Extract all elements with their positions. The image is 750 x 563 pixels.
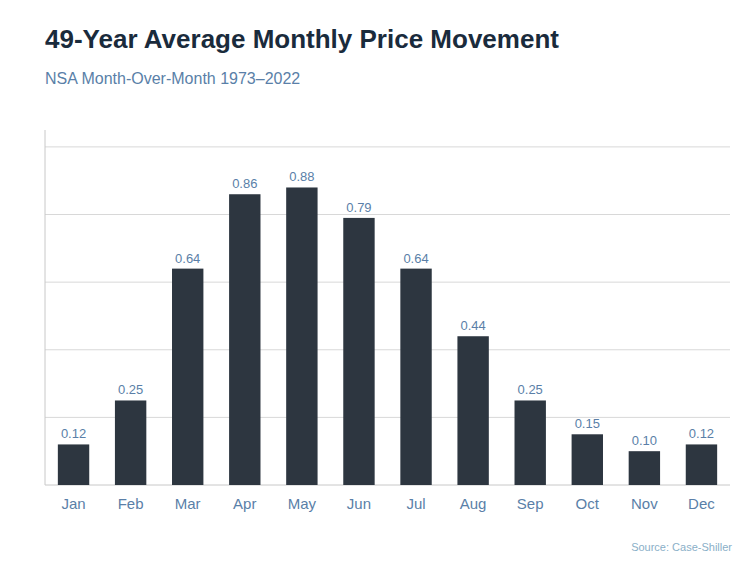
x-tick-label: Apr (233, 495, 256, 512)
data-label: 0.15 (575, 416, 600, 431)
x-tick-label: Sep (517, 495, 544, 512)
bar (686, 444, 717, 485)
grid (45, 147, 730, 417)
x-axis-line (45, 485, 730, 486)
grid-line (45, 214, 730, 215)
x-tick-label: Oct (576, 495, 600, 512)
data-label: 0.12 (61, 426, 86, 441)
bar (115, 400, 146, 485)
bar (286, 187, 317, 485)
data-label: 0.64 (403, 251, 428, 266)
data-label: 0.86 (232, 176, 257, 191)
title: 49-Year Average Monthly Price Movement (45, 24, 559, 54)
bar (457, 336, 488, 485)
subtitle: NSA Month-Over-Month 1973–2022 (45, 70, 300, 87)
bar (172, 269, 203, 485)
bar (58, 444, 89, 485)
grid-line (45, 282, 730, 283)
data-label: 0.10 (632, 433, 657, 448)
bar (515, 400, 546, 485)
x-tick-label: Nov (631, 495, 658, 512)
x-tick-label: Jul (406, 495, 425, 512)
x-tick-label: Mar (175, 495, 201, 512)
bar (343, 218, 374, 485)
data-label: 0.25 (518, 382, 543, 397)
data-label: 0.44 (460, 318, 485, 333)
x-tick-label: Aug (460, 495, 487, 512)
data-labels: 0.12 0.25 0.64 0.86 0.88 0.79 0.64 0.44 0.25 0.15… (61, 169, 714, 448)
bar (400, 269, 431, 485)
data-label: 0.88 (289, 169, 314, 184)
x-tick-label: Feb (118, 495, 144, 512)
chart: 49-Year Average Monthly Price Movement NS… (0, 0, 750, 563)
x-tick-label: Jun (347, 495, 371, 512)
grid-line (45, 146, 730, 147)
x-tick-label: Jan (61, 495, 85, 512)
bar (229, 194, 260, 485)
bar (572, 434, 603, 485)
y-axis-line (45, 130, 46, 485)
x-tick-label: May (288, 495, 317, 512)
x-tick-label: Dec (688, 495, 715, 512)
bar (629, 451, 660, 485)
bars (58, 187, 717, 485)
source: Source: Case-Shiller (631, 541, 732, 553)
x-tick-labels: Jan Feb Mar Apr May Jun Jul Aug Sep Oct Nov Dec (61, 495, 715, 512)
data-label: 0.25 (118, 382, 143, 397)
grid-line (45, 417, 730, 418)
data-label: 0.64 (175, 251, 200, 266)
data-label: 0.12 (689, 426, 714, 441)
grid-line (45, 349, 730, 350)
data-label: 0.79 (346, 200, 371, 215)
